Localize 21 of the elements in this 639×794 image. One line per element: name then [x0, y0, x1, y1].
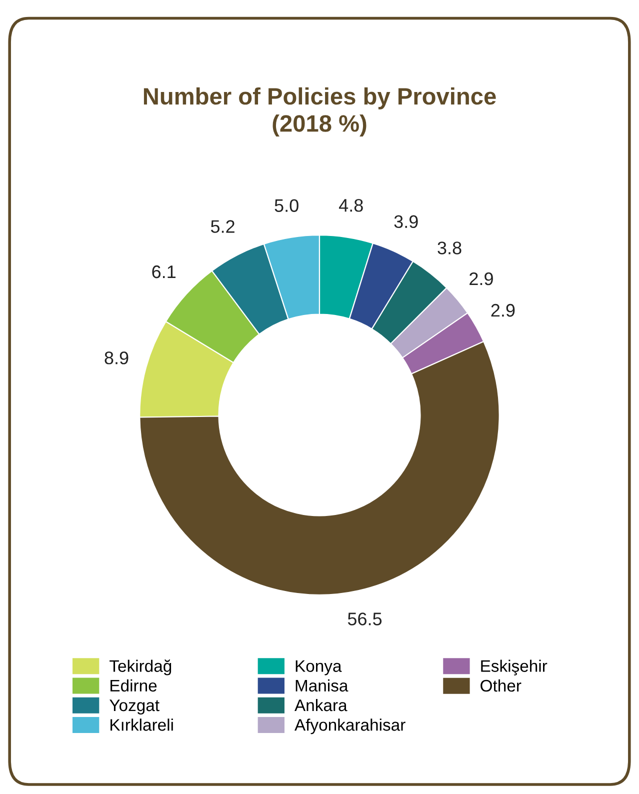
legend-label: Kırklareli	[110, 718, 173, 731]
data-label: 2.9	[470, 272, 493, 286]
data-label: 5.2	[210, 220, 234, 233]
data-label: 3.8	[438, 242, 462, 254]
data-label: 2.9	[491, 304, 515, 317]
legend-label: Edirne	[110, 679, 157, 692]
data-label: 5.0	[274, 199, 298, 212]
legend-label: Tekirdağ	[110, 660, 172, 676]
legend-label: Konya	[296, 660, 342, 676]
data-label: 56.5	[348, 612, 382, 626]
data-label: 6.1	[152, 265, 176, 278]
data-label: 3.9	[394, 215, 418, 228]
chart-title: Number of Policies by Province (2018 %)	[144, 87, 496, 136]
data-label: 4.8	[338, 198, 363, 212]
data-label: 8.9	[104, 352, 128, 364]
legend-label: Yozgat	[110, 700, 160, 715]
legend-label: Other	[480, 679, 522, 692]
legend-label: Ankara	[294, 698, 348, 712]
legend-label: Afyonkarahisar	[294, 718, 406, 734]
legend-label: Manisa	[296, 679, 348, 692]
legend-label: Eskişehir	[481, 660, 548, 676]
